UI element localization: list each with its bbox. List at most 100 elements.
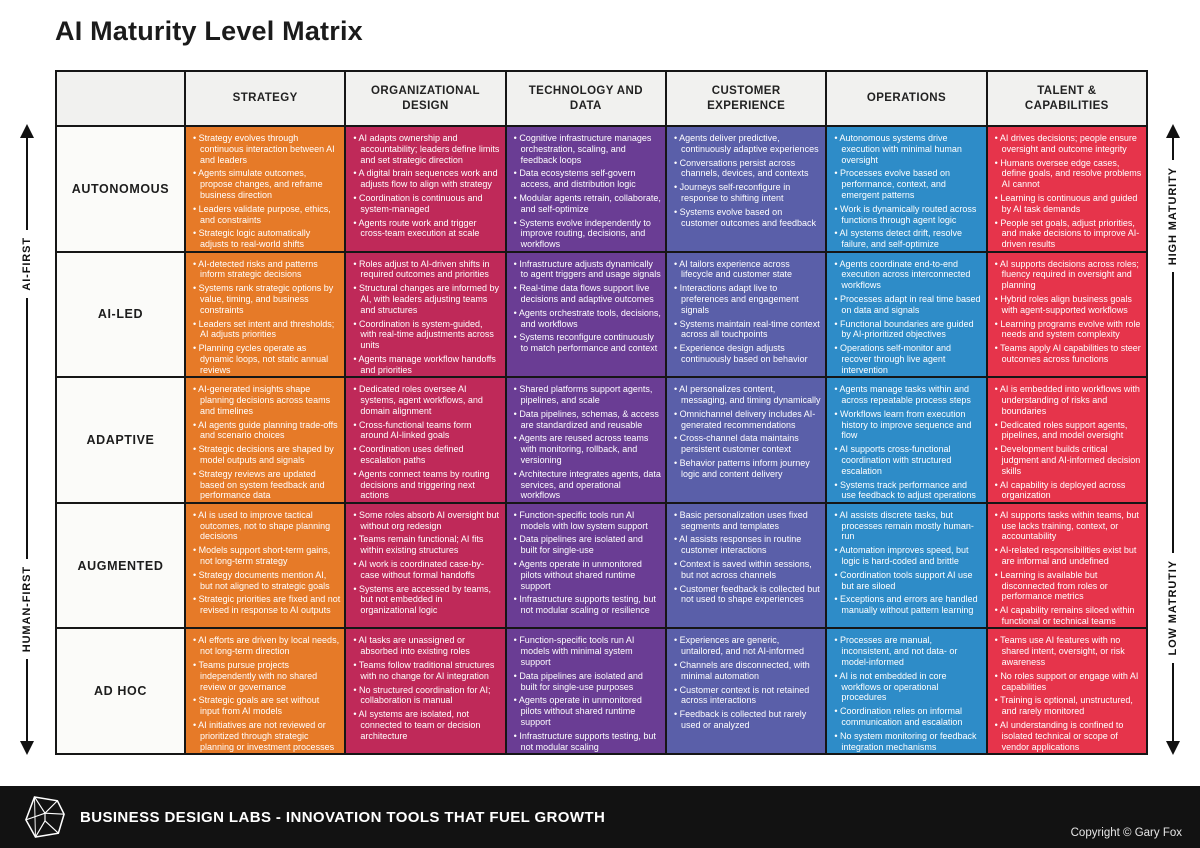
bullet-list: AI personalizes content, messaging, and … — [674, 384, 821, 479]
matrix-cell: AI is used to improve tactical outcomes,… — [186, 503, 345, 628]
axis-line — [26, 297, 28, 559]
arrow-up-icon — [1166, 124, 1180, 138]
row-label: AUGMENTED — [57, 503, 184, 628]
bullet-item: Coordination uses defined escalation pat… — [353, 444, 500, 466]
bullet-item: Agents manage tasks within and across re… — [834, 384, 981, 406]
axis-line — [26, 659, 28, 741]
bullet-item: Agents operate in unmonitored pilots wit… — [514, 695, 661, 727]
bullet-item: AI work is coordinated case-by-case with… — [353, 559, 500, 581]
bullet-item: Shared platforms support agents, pipelin… — [514, 384, 661, 406]
matrix-cell: AI adapts ownership and accountability; … — [346, 127, 505, 251]
bullet-item: No structured coordination for AI; colla… — [353, 685, 500, 707]
bullet-item: Architecture integrates agents, data ser… — [514, 469, 661, 501]
bullet-list: Strategy evolves through continuous inte… — [193, 133, 340, 250]
bullet-item: Strategy reviews are updated based on sy… — [193, 469, 340, 501]
bullet-item: Behavior patterns inform journey logic a… — [674, 458, 821, 480]
right-axis-rail: HIGH MATURITY LOW MATRUTIY — [1158, 124, 1188, 755]
matrix-cell: AI-detected risks and patterns inform st… — [186, 252, 345, 377]
matrix-cell: Function-specific tools run AI models wi… — [506, 629, 665, 753]
row-label: AI-LED — [57, 252, 184, 377]
bullet-list: Teams use AI features with no shared int… — [995, 635, 1142, 752]
bullet-list: Agents coordinate end-to-end execution a… — [834, 259, 981, 376]
bullet-item: A digital brain sequences work and adjus… — [353, 168, 500, 190]
bullet-item: Strategic logic automatically adjusts to… — [193, 228, 340, 250]
bullet-item: Omnichannel delivery includes AI-generat… — [674, 409, 821, 431]
bullet-item: Channels are disconnected, with minimal … — [674, 660, 821, 682]
bullet-item: Customer context is not retained across … — [674, 685, 821, 707]
bullet-item: Processes evolve based on performance, c… — [834, 168, 981, 200]
column-header: STRATEGY — [186, 72, 345, 125]
bullet-item: Infrastructure supports testing, but not… — [514, 594, 661, 616]
bullet-item: Strategic priorities are fixed and not r… — [193, 594, 341, 616]
bullet-item: Development builds critical judgment and… — [995, 444, 1142, 476]
bullet-list: Agents deliver predictive, continuously … — [674, 133, 821, 228]
bullet-item: Experiences are generic, untailored, and… — [674, 635, 821, 657]
bullet-item: Exceptions and errors are handled manual… — [834, 594, 981, 616]
row-label: AD HOC — [57, 629, 184, 753]
bullet-item: Automation improves speed, but logic is … — [834, 545, 981, 567]
bullet-list: AI is used to improve tactical outcomes,… — [193, 510, 340, 616]
bullet-item: AI supports cross-functional coordinatio… — [834, 444, 981, 476]
bullet-list: Roles adjust to AI-driven shifts in requ… — [353, 259, 500, 376]
row-label: ADAPTIVE — [57, 378, 184, 502]
bullet-item: AI efforts are driven by local needs, no… — [193, 635, 340, 657]
bullet-item: AI is embedded into workflows with under… — [995, 384, 1142, 416]
bullet-item: Coordination relies on informal communic… — [834, 706, 981, 728]
bullet-item: Leaders validate purpose, ethics, and co… — [193, 204, 340, 226]
bullet-item: Cross-functional teams form around AI-li… — [353, 420, 500, 442]
bullet-item: Interactions adapt live to preferences a… — [674, 283, 821, 315]
column-header: TECHNOLOGY AND DATA — [506, 72, 665, 125]
bullet-item: Planning cycles operate as dynamic loops… — [193, 343, 340, 375]
column-header: OPERATIONS — [827, 72, 986, 125]
bullet-item: Systems evolve based on customer outcome… — [674, 207, 821, 229]
bullet-list: AI supports decisions across roles; flue… — [995, 259, 1142, 365]
matrix-cell: Infrastructure adjusts dynamically to ag… — [506, 252, 665, 377]
bullet-item: Learning is continuous and guided by AI … — [995, 193, 1142, 215]
bullet-item: People set goals, adjust priorities, and… — [995, 218, 1142, 250]
bullet-item: Teams apply AI capabilities to steer out… — [995, 343, 1142, 365]
axis-label-human-first: HUMAN-FIRST — [21, 565, 33, 652]
bullet-list: AI is embedded into workflows with under… — [995, 384, 1142, 501]
bullet-item: Data ecosystems self-govern access, and … — [514, 168, 661, 190]
bullet-item: Agents manage workflow handoffs and prio… — [353, 354, 500, 376]
bullet-item: Agents connect teams by routing decision… — [353, 469, 500, 501]
axis-label-low-maturity: LOW MATRUTIY — [1167, 560, 1179, 656]
axis-line — [26, 138, 28, 230]
bullet-list: AI tasks are unassigned or absorbed into… — [353, 635, 500, 741]
matrix-cell: Function-specific tools run AI models wi… — [506, 503, 665, 628]
bullet-list: AI adapts ownership and accountability; … — [353, 133, 500, 239]
bullet-item: AI-generated insights shape planning dec… — [193, 384, 340, 416]
bullet-item: Infrastructure adjusts dynamically to ag… — [514, 259, 661, 281]
matrix-cell: AI is embedded into workflows with under… — [987, 378, 1146, 502]
bullet-item: Infrastructure supports testing, but not… — [514, 731, 661, 753]
bullet-item: Systems maintain real-time context acros… — [674, 319, 821, 341]
arrow-up-icon — [20, 124, 34, 138]
matrix-cell: Roles adjust to AI-driven shifts in requ… — [346, 252, 505, 377]
matrix-cell: Strategy evolves through continuous inte… — [186, 127, 345, 251]
matrix-cell: Some roles absorb AI oversight but witho… — [346, 503, 505, 628]
bullet-item: Some roles absorb AI oversight but witho… — [353, 510, 500, 532]
bullet-item: Coordination is continuous and system-ma… — [353, 193, 500, 215]
matrix-cell: AI-generated insights shape planning dec… — [186, 378, 345, 502]
bullet-item: Structural changes are informed by AI, w… — [353, 283, 500, 315]
bullet-item: Strategy documents mention AI, but not a… — [193, 570, 340, 592]
bullet-item: Roles adjust to AI-driven shifts in requ… — [353, 259, 500, 281]
bullet-item: Agents deliver predictive, continuously … — [674, 133, 821, 155]
bullet-item: AI is not embedded in core workflows or … — [834, 671, 981, 703]
bullet-item: Systems reconfigure continuously to matc… — [514, 332, 661, 354]
bullet-item: Work is dynamically routed across functi… — [834, 204, 981, 226]
bullet-item: AI is used to improve tactical outcomes,… — [193, 510, 340, 542]
business-design-labs-logo — [25, 796, 65, 838]
bullet-item: Operations self-monitor and recover thro… — [834, 343, 981, 375]
bullet-item: Leaders set intent and thresholds; AI ad… — [193, 319, 340, 341]
bullet-item: Context is saved within sessions, but no… — [674, 559, 821, 581]
bullet-list: Infrastructure adjusts dynamically to ag… — [514, 259, 661, 354]
bullet-item: AI-detected risks and patterns inform st… — [193, 259, 340, 281]
bullet-item: AI supports decisions across roles; flue… — [995, 259, 1142, 291]
bullet-item: Strategy evolves through continuous inte… — [193, 133, 340, 165]
bullet-item: Cross-channel data maintains persistent … — [674, 433, 821, 455]
matrix-cell: Cognitive infrastructure manages orchest… — [506, 127, 665, 251]
bullet-item: Coordination is system-guided, with real… — [353, 319, 500, 351]
bullet-item: AI assists responses in routine customer… — [674, 534, 821, 556]
bullet-list: Cognitive infrastructure manages orchest… — [514, 133, 661, 250]
